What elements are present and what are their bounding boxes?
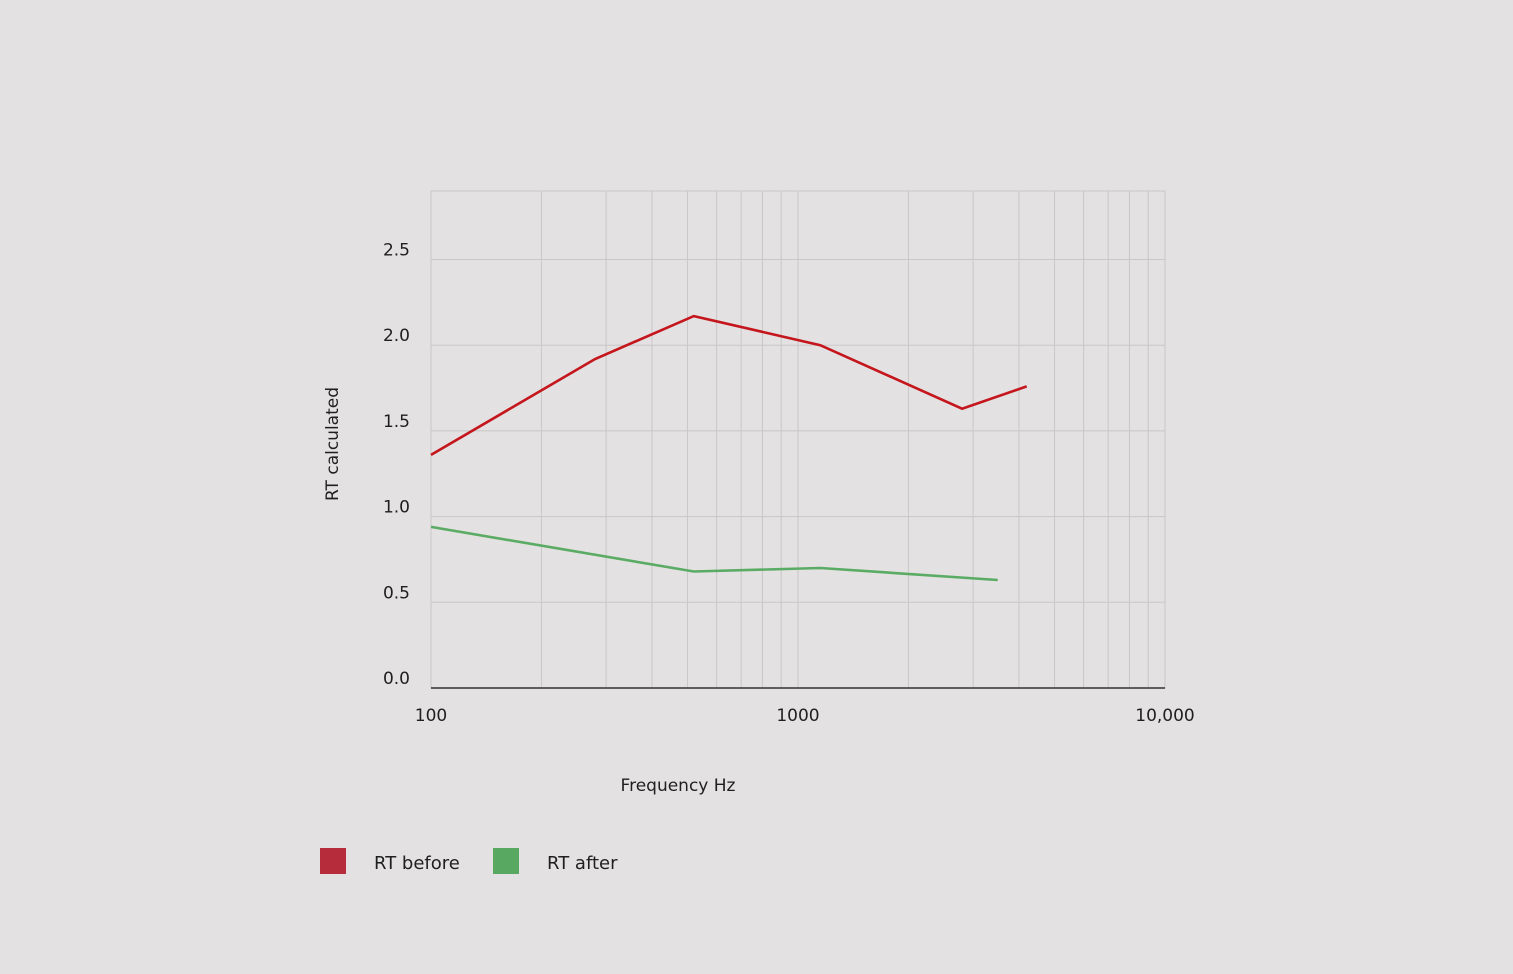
x-axis-title: Frequency Hz (621, 776, 736, 796)
y-tick-label: 0.5 (383, 583, 410, 603)
legend-label-rt-after: RT after (547, 853, 618, 874)
series-lines (430, 314, 1028, 582)
legend-swatch-rt-before (320, 848, 346, 874)
series-line-rt-before (430, 314, 1028, 457)
legend-swatch-rt-after (493, 848, 519, 874)
legend-label-rt-before: RT before (374, 853, 460, 874)
x-tick-label: 1000 (776, 706, 819, 726)
legend: RT before RT after (320, 848, 618, 874)
y-tick-label: 2.0 (383, 326, 410, 346)
grid (430, 190, 1166, 689)
y-axis-title: RT calculated (323, 387, 343, 501)
x-tick-label: 10,000 (1135, 706, 1194, 726)
y-tick-label: 2.5 (383, 241, 410, 261)
y-tick-label: 0.0 (383, 669, 410, 689)
y-tick-label: 1.0 (383, 498, 410, 518)
x-tick-label: 100 (415, 706, 447, 726)
series-line-rt-after (430, 525, 998, 582)
tick-labels: 0.0 0.5 1.0 1.5 2.0 2.5 100 1000 10,000 (383, 241, 1195, 726)
y-tick-label: 1.5 (383, 412, 410, 432)
